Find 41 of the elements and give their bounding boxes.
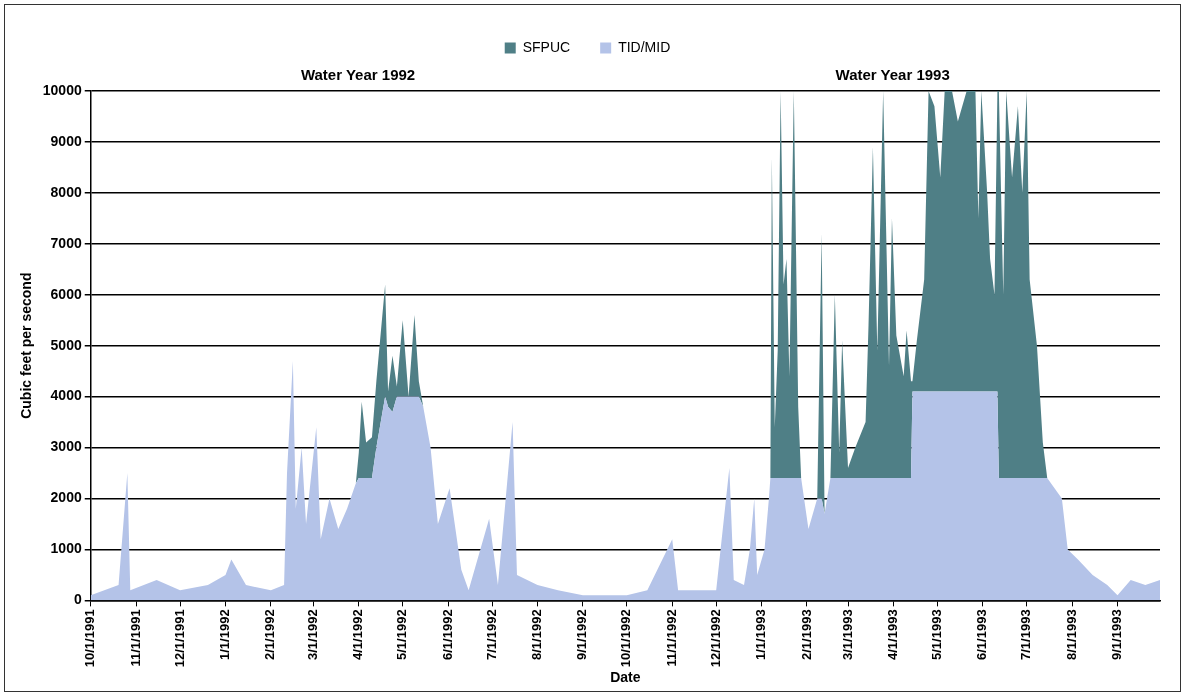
x-tick-label: 4/1/1992 <box>350 609 366 660</box>
x-tick-label: 9/1/1993 <box>1109 609 1125 660</box>
x-tick-label: 12/1/1992 <box>707 609 723 668</box>
x-tick-label: 9/1/1992 <box>574 609 590 660</box>
x-tick-label: 12/1/1991 <box>171 609 187 668</box>
y-tick-label: 7000 <box>50 234 82 251</box>
x-tick-label: 7/1/1993 <box>1018 609 1034 660</box>
y-tick-label: 1000 <box>50 540 82 557</box>
y-tick-label: 3000 <box>50 438 82 455</box>
text: Water Year 1993 <box>835 65 950 83</box>
x-tick-label: 8/1/1993 <box>1063 609 1079 660</box>
x-tick-label: 8/1/1992 <box>529 609 545 660</box>
x-tick-label: 11/1/1992 <box>663 609 679 667</box>
x-tick-label: 6/1/1993 <box>974 609 990 660</box>
legend-label: SFPUC <box>522 38 571 55</box>
y-axis-title: Cubic feet per second <box>18 272 35 419</box>
x-tick-label: 4/1/1993 <box>884 609 900 660</box>
x-tick-label: 1/1/1992 <box>217 609 233 660</box>
x-tick-label: 11/1/1991 <box>127 609 143 667</box>
y-tick-label: 4000 <box>50 387 82 404</box>
x-tick-label: 3/1/1993 <box>839 609 855 660</box>
x-axis-title: Date <box>610 669 641 686</box>
y-tick-label: 8000 <box>50 183 82 200</box>
x-tick-label: 10/1/1991 <box>82 609 98 668</box>
x-tick-label: 6/1/1992 <box>439 609 455 660</box>
y-tick-label: 9000 <box>50 132 82 149</box>
y-tick-label: 5000 <box>50 336 82 353</box>
x-tick-label: 3/1/1992 <box>304 609 320 660</box>
x-tick-label: 5/1/1993 <box>928 609 944 660</box>
x-tick-label: 2/1/1993 <box>798 609 814 660</box>
x-tick-label: 2/1/1992 <box>262 609 278 660</box>
x-tick-label: 7/1/1992 <box>483 609 499 660</box>
y-tick-label: 0 <box>73 591 82 608</box>
y-tick-label: 10000 <box>42 81 82 98</box>
y-tick-label: 6000 <box>50 285 82 302</box>
x-tick-label: 5/1/1992 <box>394 609 410 660</box>
x-tick-label: 10/1/1992 <box>618 609 634 668</box>
legend-label: TID/MID <box>618 38 671 55</box>
text: Water Year 1992 <box>300 65 416 83</box>
y-tick-label: 2000 <box>50 489 82 506</box>
x-tick-label: 1/1/1993 <box>753 609 769 660</box>
